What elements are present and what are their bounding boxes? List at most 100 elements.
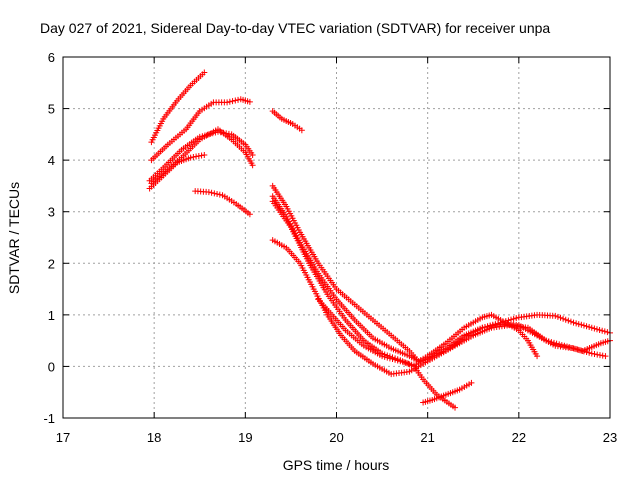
data-point: [578, 347, 585, 354]
data-point: [510, 315, 517, 322]
y-tick-label: 6: [48, 50, 55, 65]
data-point: [452, 404, 459, 411]
x-axis-label: GPS time / hours: [283, 457, 390, 473]
data-point: [583, 323, 590, 330]
data-point: [494, 321, 501, 328]
data-point: [586, 324, 593, 331]
y-tick-label: 5: [48, 102, 55, 117]
data-point: [586, 349, 593, 356]
x-tick-label: 21: [420, 430, 434, 445]
x-tick-label: 22: [512, 430, 526, 445]
data-point: [588, 350, 595, 357]
data-point: [402, 359, 409, 366]
data-point: [594, 351, 601, 358]
data-point: [552, 312, 559, 319]
data-point: [573, 346, 580, 353]
data-point: [249, 151, 256, 158]
series-track-6: [192, 188, 253, 218]
data-point: [489, 322, 496, 329]
data-point: [226, 98, 233, 105]
data-point: [193, 153, 200, 160]
data-point: [479, 324, 486, 331]
data-point: [195, 153, 202, 160]
x-tick-label: 17: [56, 430, 70, 445]
data-point: [492, 322, 499, 329]
x-tick-label: 20: [329, 430, 343, 445]
data-point: [481, 324, 488, 331]
data-point: [599, 327, 606, 334]
series-track-7: [269, 108, 305, 134]
y-axis-ticks: -1 0 1 2 3 4 5 6: [43, 50, 610, 426]
data-point: [560, 315, 567, 322]
data-point: [596, 352, 603, 359]
data-point: [384, 354, 391, 361]
data-point: [591, 325, 598, 332]
data-point: [596, 326, 603, 333]
data-point: [232, 97, 239, 104]
grid-lines: [63, 57, 610, 418]
data-point: [591, 351, 598, 358]
data-point: [570, 319, 577, 326]
data-series: [146, 69, 613, 411]
series-track-1: [148, 69, 208, 146]
series-track-12: [315, 296, 609, 369]
data-point: [216, 191, 223, 198]
y-tick-label: -1: [43, 411, 55, 426]
y-tick-label: 4: [48, 153, 55, 168]
y-tick-label: 2: [48, 256, 55, 271]
series-track-11: [269, 237, 613, 378]
data-point: [508, 316, 515, 323]
data-point: [205, 189, 212, 196]
data-point: [211, 190, 218, 197]
data-point: [604, 329, 611, 336]
data-point: [573, 320, 580, 327]
data-point: [229, 98, 236, 105]
x-tick-label: 23: [603, 430, 617, 445]
y-tick-label: 1: [48, 308, 55, 323]
data-point: [379, 353, 386, 360]
data-point: [246, 211, 253, 218]
data-point: [397, 358, 404, 365]
data-point: [554, 313, 561, 320]
data-point: [405, 360, 412, 367]
y-axis-label: SDTVAR / TECUs: [6, 182, 22, 294]
data-point: [225, 130, 232, 137]
series-track-9: [269, 193, 541, 365]
data-point: [588, 324, 595, 331]
y-tick-label: 3: [48, 205, 55, 220]
data-point: [298, 127, 305, 134]
data-point: [400, 359, 407, 366]
data-point: [575, 346, 582, 353]
data-point: [394, 357, 401, 364]
data-point: [534, 353, 541, 360]
data-point: [468, 379, 475, 386]
data-point: [602, 353, 609, 360]
data-point: [208, 189, 215, 196]
data-point: [190, 154, 197, 161]
data-point: [578, 321, 585, 328]
data-point: [570, 345, 577, 352]
chart-title: Day 027 of 2021, Sidereal Day-to-day VTE…: [40, 20, 550, 36]
data-point: [599, 352, 606, 359]
data-point: [235, 96, 242, 103]
data-point: [381, 353, 388, 360]
data-point: [567, 318, 574, 325]
data-point: [593, 326, 600, 333]
data-point: [201, 151, 208, 158]
data-point: [580, 322, 587, 329]
data-point: [386, 355, 393, 362]
series-track-2: [148, 96, 253, 164]
data-point: [487, 323, 494, 330]
data-point: [249, 162, 256, 169]
data-point: [187, 154, 194, 161]
x-axis-ticks: 17 18 19 20 21 22 23: [56, 57, 617, 445]
data-point: [513, 315, 520, 322]
data-point: [601, 328, 608, 335]
data-point: [565, 317, 572, 324]
data-point: [575, 321, 582, 328]
data-point: [198, 152, 205, 159]
data-point: [389, 356, 396, 363]
y-tick-label: 0: [48, 359, 55, 374]
data-point: [246, 98, 253, 105]
